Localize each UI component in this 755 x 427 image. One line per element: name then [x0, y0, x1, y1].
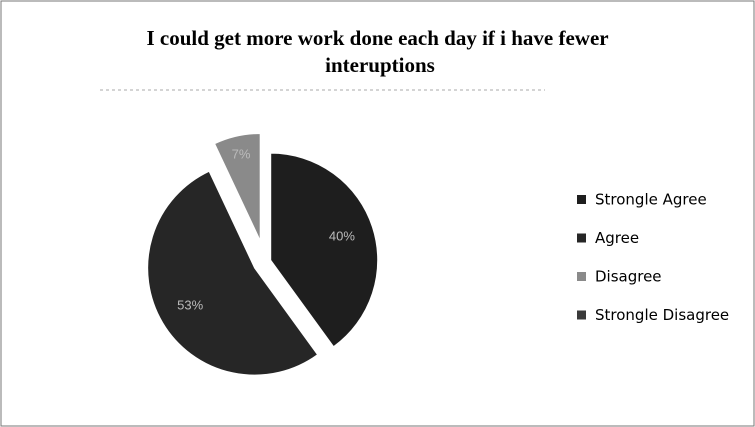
- legend-swatch: [577, 310, 586, 320]
- legend-swatch: [577, 272, 586, 281]
- title-line: I could get more work done each day if i…: [146, 26, 608, 50]
- legend-label: Disagree: [595, 268, 662, 286]
- pie-slice: [213, 133, 261, 241]
- pie-slice: [270, 152, 379, 348]
- data-label: 53%: [177, 298, 203, 313]
- pie-slice: [147, 170, 319, 376]
- chart-title: I could get more work done each day if i…: [146, 26, 613, 77]
- legend-label: Strongle Agree: [595, 191, 707, 209]
- data-label: 40%: [329, 228, 355, 243]
- legend-label: Strongle Disagree: [595, 306, 729, 324]
- legend-swatch: [577, 233, 586, 243]
- legend-label: Agree: [595, 229, 639, 247]
- legend-swatch: [577, 195, 586, 204]
- data-label: 7%: [232, 146, 251, 161]
- title-line: interuptions: [325, 53, 435, 77]
